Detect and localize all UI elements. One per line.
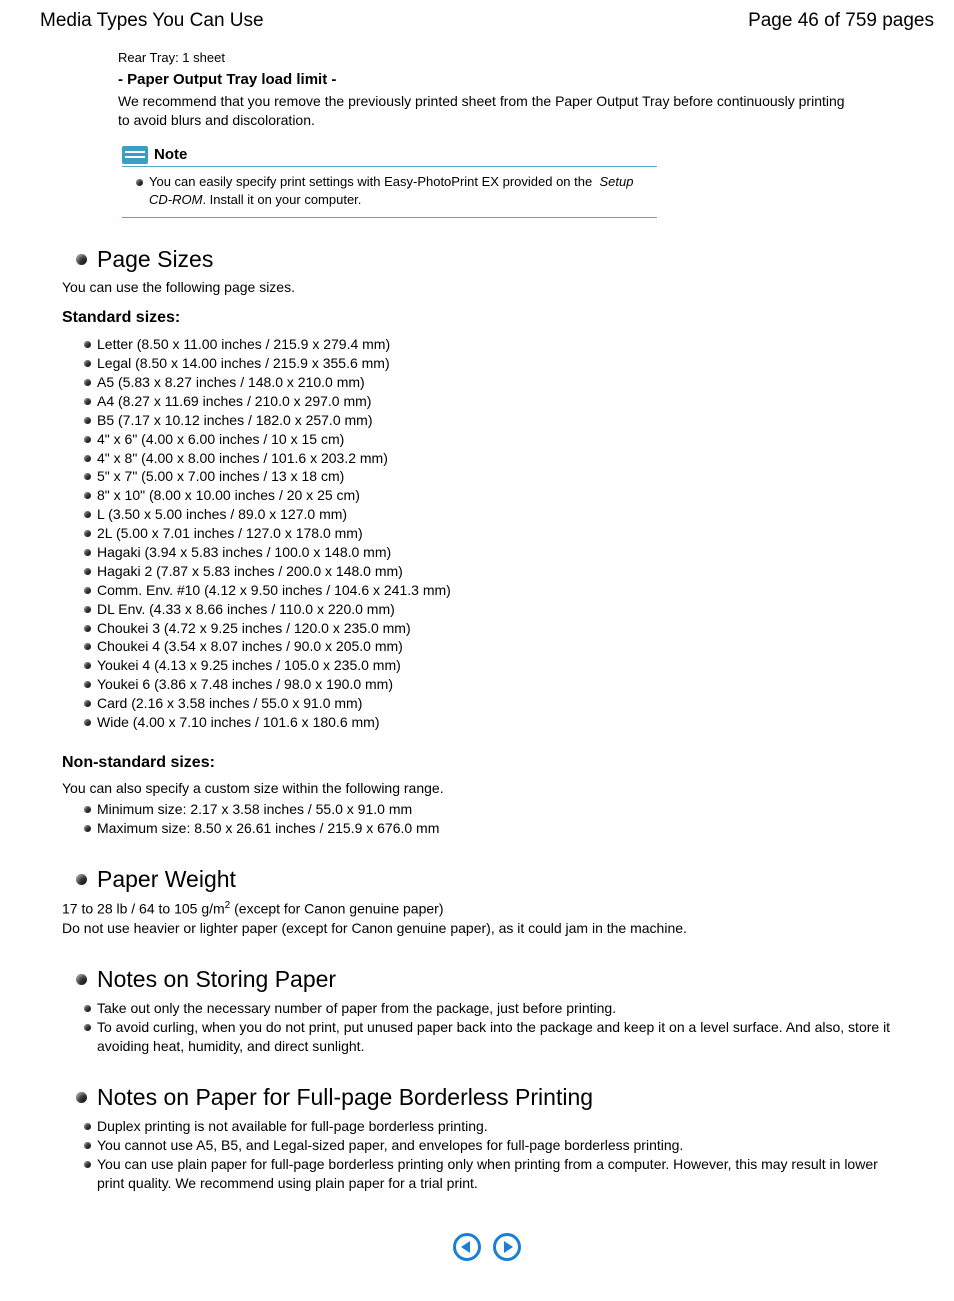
bullet-icon: [84, 379, 91, 386]
bullet-icon: [84, 1142, 91, 1149]
bullet-icon: [84, 1123, 91, 1130]
list-item: Maximum size: 8.50 x 26.61 inches / 215.…: [84, 819, 934, 838]
list-item: Comm. Env. #10 (4.12 x 9.50 inches / 104…: [84, 581, 934, 600]
bullet-icon: [84, 1161, 91, 1168]
bullet-icon: [84, 587, 91, 594]
section-borderless: Notes on Paper for Full-page Borderless …: [76, 1084, 934, 1111]
nonstandard-heading: Non-standard sizes:: [62, 754, 934, 772]
storing-list: Take out only the necessary number of pa…: [84, 999, 904, 1056]
list-item: You cannot use A5, B5, and Legal-sized p…: [84, 1136, 904, 1155]
nav-row: [40, 1233, 934, 1261]
list-item: A5 (5.83 x 8.27 inches / 148.0 x 210.0 m…: [84, 373, 934, 392]
bullet-icon: [76, 254, 87, 265]
note-title: Note: [154, 146, 187, 163]
page-header: Media Types You Can Use Page 46 of 759 p…: [40, 10, 934, 32]
page-sizes-intro: You can use the following page sizes.: [62, 279, 934, 295]
list-item: Letter (8.50 x 11.00 inches / 215.9 x 27…: [84, 335, 934, 354]
bullet-icon: [84, 806, 91, 813]
paper-weight-body: 17 to 28 lb / 64 to 105 g/m2 (except for…: [62, 899, 934, 939]
list-item: Choukei 3 (4.72 x 9.25 inches / 120.0 x …: [84, 619, 934, 638]
list-item: Hagaki 2 (7.87 x 5.83 inches / 200.0 x 1…: [84, 562, 934, 581]
doc-title: Media Types You Can Use: [40, 10, 264, 32]
bullet-icon: [84, 341, 91, 348]
list-item: 8" x 10" (8.00 x 10.00 inches / 20 x 25 …: [84, 486, 934, 505]
bullet-icon: [84, 360, 91, 367]
list-item: A4 (8.27 x 11.69 inches / 210.0 x 297.0 …: [84, 392, 934, 411]
bullet-icon: [84, 662, 91, 669]
rear-tray-line: Rear Tray: 1 sheet: [118, 50, 934, 65]
page-indicator: Page 46 of 759 pages: [748, 10, 934, 32]
list-item: You can use plain paper for full-page bo…: [84, 1155, 904, 1193]
bullet-icon: [84, 825, 91, 832]
list-item: L (3.50 x 5.00 inches / 89.0 x 127.0 mm): [84, 505, 934, 524]
bullet-icon: [84, 530, 91, 537]
note-box: Note You can easily specify print settin…: [122, 146, 657, 218]
list-item: 2L (5.00 x 7.01 inches / 127.0 x 178.0 m…: [84, 524, 934, 543]
bullet-icon: [84, 643, 91, 650]
bullet-icon: [84, 455, 91, 462]
list-item: To avoid curling, when you do not print,…: [84, 1018, 904, 1056]
bullet-icon: [84, 417, 91, 424]
list-item: Wide (4.00 x 7.10 inches / 101.6 x 180.6…: [84, 713, 934, 732]
bullet-icon: [84, 492, 91, 499]
list-item: Choukei 4 (3.54 x 8.07 inches / 90.0 x 2…: [84, 637, 934, 656]
bullet-icon: [84, 473, 91, 480]
list-item: Duplex printing is not available for ful…: [84, 1117, 904, 1136]
bullet-icon: [76, 874, 87, 885]
list-item: 4" x 6" (4.00 x 6.00 inches / 10 x 15 cm…: [84, 430, 934, 449]
list-item: Card (2.16 x 3.58 inches / 55.0 x 91.0 m…: [84, 694, 934, 713]
note-text: You can easily specify print settings wi…: [149, 173, 653, 209]
section-storing-paper: Notes on Storing Paper: [76, 966, 934, 993]
list-item: Hagaki (3.94 x 5.83 inches / 100.0 x 148…: [84, 543, 934, 562]
output-tray-body: We recommend that you remove the previou…: [118, 92, 858, 130]
list-item: Youkei 4 (4.13 x 9.25 inches / 105.0 x 2…: [84, 656, 934, 675]
bullet-icon: [76, 974, 87, 985]
bullet-icon: [84, 606, 91, 613]
bullet-icon: [84, 1024, 91, 1031]
arrow-left-icon: [461, 1241, 470, 1253]
nonstandard-intro: You can also specify a custom size withi…: [62, 780, 934, 796]
section-paper-weight: Paper Weight: [76, 866, 934, 893]
list-item: Take out only the necessary number of pa…: [84, 999, 904, 1018]
list-item: Legal (8.50 x 14.00 inches / 215.9 x 355…: [84, 354, 934, 373]
list-item: 4" x 8" (4.00 x 8.00 inches / 101.6 x 20…: [84, 449, 934, 468]
note-icon: [122, 146, 148, 164]
bullet-icon: [84, 398, 91, 405]
bullet-icon: [84, 625, 91, 632]
bullet-icon: [84, 719, 91, 726]
next-page-button[interactable]: [493, 1233, 521, 1261]
list-item: B5 (7.17 x 10.12 inches / 182.0 x 257.0 …: [84, 411, 934, 430]
nonstandard-sizes-list: Minimum size: 2.17 x 3.58 inches / 55.0 …: [84, 800, 934, 838]
bullet-icon: [84, 549, 91, 556]
borderless-list: Duplex printing is not available for ful…: [84, 1117, 904, 1193]
list-item: DL Env. (4.33 x 8.66 inches / 110.0 x 22…: [84, 600, 934, 619]
bullet-icon: [84, 700, 91, 707]
section-page-sizes: Page Sizes: [76, 246, 934, 273]
arrow-right-icon: [504, 1241, 513, 1253]
bullet-icon: [84, 568, 91, 575]
bullet-icon: [84, 436, 91, 443]
bullet-icon: [76, 1092, 87, 1103]
bullet-icon: [84, 511, 91, 518]
list-item: Minimum size: 2.17 x 3.58 inches / 55.0 …: [84, 800, 934, 819]
bullet-icon: [84, 681, 91, 688]
list-item: Youkei 6 (3.86 x 7.48 inches / 98.0 x 19…: [84, 675, 934, 694]
standard-sizes-heading: Standard sizes:: [62, 309, 934, 327]
prev-page-button[interactable]: [453, 1233, 481, 1261]
bullet-icon: [84, 1005, 91, 1012]
list-item: 5" x 7" (5.00 x 7.00 inches / 13 x 18 cm…: [84, 467, 934, 486]
bullet-icon: [136, 179, 143, 186]
standard-sizes-list: Letter (8.50 x 11.00 inches / 215.9 x 27…: [84, 335, 934, 732]
output-tray-heading: - Paper Output Tray load limit -: [118, 71, 934, 88]
